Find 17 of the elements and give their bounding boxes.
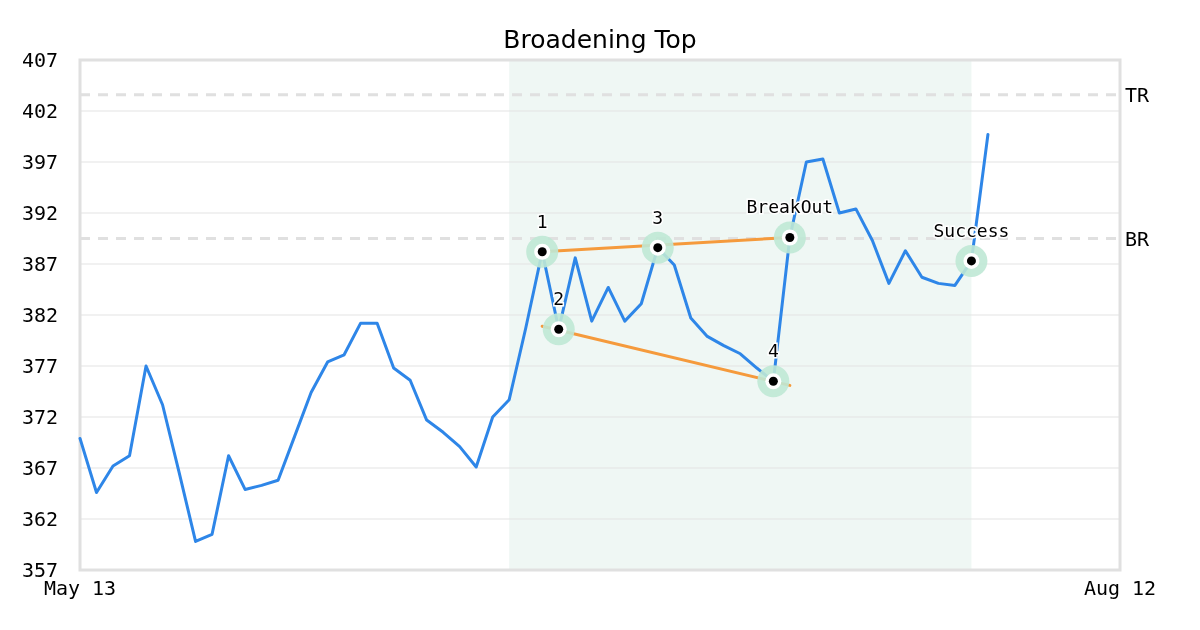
annotation: 1 <box>536 210 548 232</box>
ref-line-label: BR <box>1125 226 1151 251</box>
annotation: 3 <box>652 206 664 228</box>
y-tick-label: 397 <box>21 150 59 174</box>
y-tick-label: 367 <box>21 456 59 480</box>
y-tick-label: 377 <box>21 354 59 378</box>
y-tick-label: 402 <box>21 99 59 123</box>
y-tick-label: 382 <box>21 303 59 327</box>
y-tick-label: 387 <box>21 252 59 276</box>
x-tick-label: Aug 12 <box>1083 576 1157 600</box>
y-tick-label: 362 <box>21 507 59 531</box>
chart-title: Broadening Top <box>503 25 697 54</box>
y-tick-label: 372 <box>21 405 59 429</box>
y-tick-label: 392 <box>21 201 59 225</box>
annotation: 2 <box>553 288 565 310</box>
y-tick-label: 407 <box>21 48 59 72</box>
ref-line-label: TR <box>1125 82 1151 107</box>
